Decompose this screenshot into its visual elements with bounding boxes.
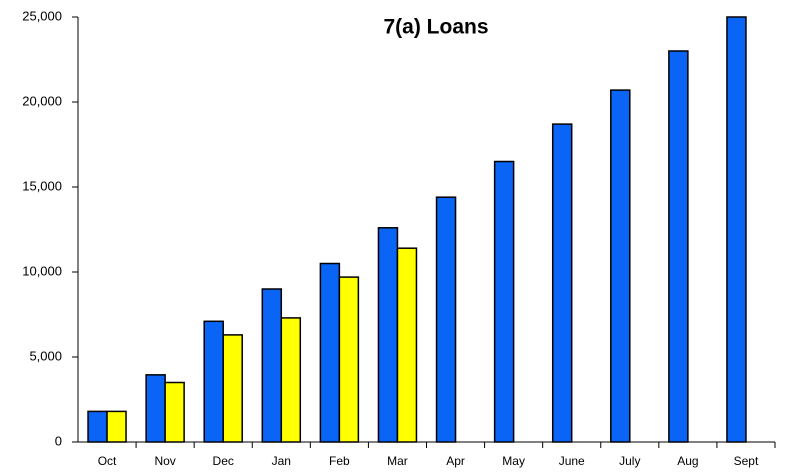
y-tick-label: 25,000 xyxy=(22,8,62,23)
bar xyxy=(435,196,457,443)
bar xyxy=(222,334,243,443)
y-tick-label: 10,000 xyxy=(22,263,62,278)
y-tick-label: 15,000 xyxy=(22,178,62,193)
y-tick-label: 5,000 xyxy=(29,348,62,363)
x-tick-label: May xyxy=(502,454,525,468)
bar xyxy=(164,381,185,443)
y-tick-label: 20,000 xyxy=(22,93,62,108)
bar xyxy=(493,160,515,443)
bar xyxy=(551,123,573,443)
x-tick-label: Dec xyxy=(213,454,234,468)
bar xyxy=(377,227,399,443)
chart-title: 7(a) Loans xyxy=(383,16,488,39)
bar xyxy=(396,247,418,443)
bar xyxy=(145,374,166,443)
y-tick-label: 0 xyxy=(55,433,62,448)
x-tick-label: Jan xyxy=(272,454,291,468)
x-tick-label: Mar xyxy=(387,454,408,468)
x-tick-label: Apr xyxy=(446,454,465,468)
bar xyxy=(106,410,127,443)
x-tick-label: Feb xyxy=(329,454,350,468)
bar xyxy=(319,262,341,443)
bar xyxy=(338,276,360,443)
x-tick-label: Aug xyxy=(677,454,698,468)
bar xyxy=(261,288,283,443)
bar xyxy=(87,410,108,443)
x-tick-label: Sept xyxy=(734,454,759,468)
bar xyxy=(726,16,747,443)
bar xyxy=(610,89,631,443)
bar xyxy=(668,50,689,443)
x-tick-label: June xyxy=(559,454,585,468)
x-tick-label: Nov xyxy=(154,454,175,468)
bar xyxy=(203,320,224,443)
bar xyxy=(280,317,302,443)
x-tick-label: Oct xyxy=(98,454,117,468)
x-tick-label: July xyxy=(619,454,640,468)
